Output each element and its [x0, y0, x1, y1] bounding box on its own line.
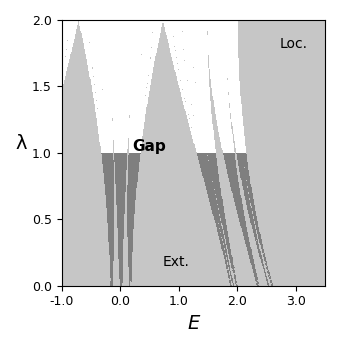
X-axis label: E: E — [187, 314, 200, 333]
Text: Ext.: Ext. — [162, 255, 189, 269]
Y-axis label: λ: λ — [15, 134, 27, 153]
Text: Gap: Gap — [133, 139, 166, 154]
Text: Loc.: Loc. — [279, 37, 307, 51]
